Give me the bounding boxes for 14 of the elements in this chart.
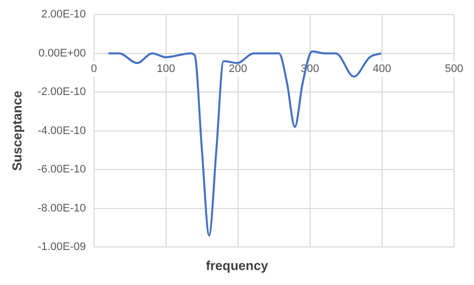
x-tick-label: 0: [90, 62, 97, 75]
y-tick-label: -8.00E-10: [38, 202, 86, 214]
x-tick-label: 100: [156, 62, 176, 75]
x-axis-title: frequency: [204, 258, 270, 273]
y-tick-label: 0.00E+00: [38, 47, 86, 60]
y-tick-label: -4.00E-10: [38, 124, 86, 137]
x-tick-label: 200: [228, 62, 248, 75]
x-tick-label: 400: [372, 62, 392, 75]
y-axis-title: Susceptance: [9, 90, 24, 171]
y-tick-label: -1.00E-09: [38, 241, 86, 254]
y-tick-label: 2.00E-10: [41, 8, 86, 21]
y-tick-label: -6.00E-10: [38, 164, 86, 176]
x-tick-label: 500: [444, 62, 464, 75]
y-tick-label: -2.00E-10: [38, 86, 86, 98]
